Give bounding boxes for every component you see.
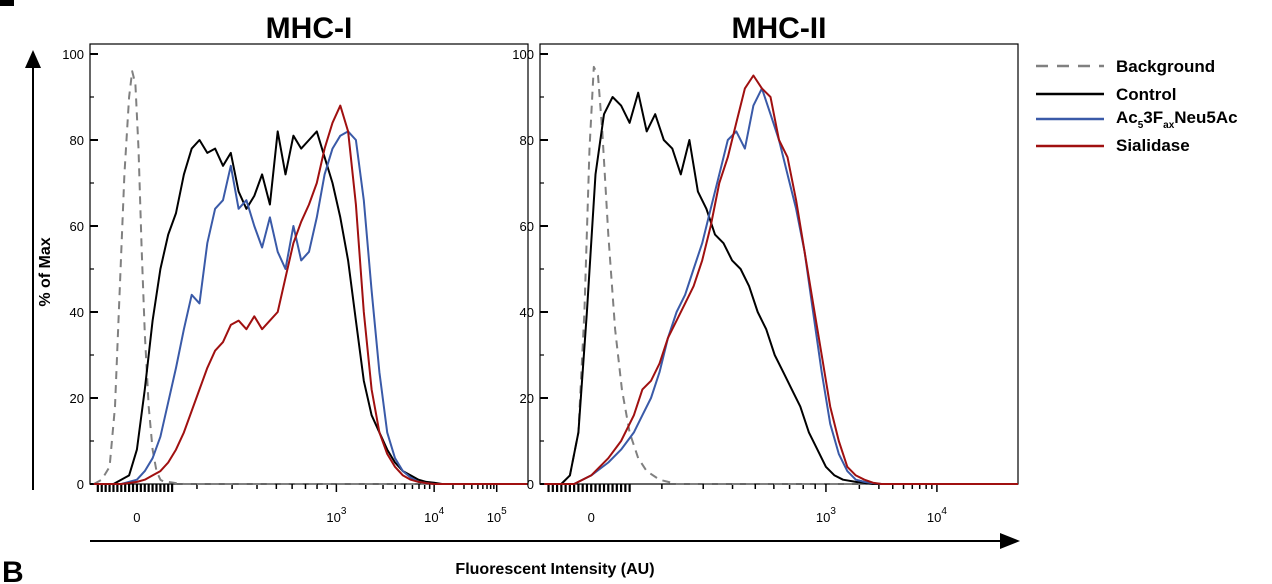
- x-axis-arrow: [90, 533, 1020, 549]
- chart-title: MHC-I: [266, 12, 353, 45]
- y-tick-label: 0: [527, 477, 534, 492]
- x-tick-label: 104: [424, 506, 444, 525]
- y-tick-label: 40: [520, 305, 534, 320]
- y-tick-label: 100: [62, 47, 84, 62]
- series-line-control: [93, 130, 528, 485]
- series-line-sialidase: [544, 74, 1018, 485]
- y-tick-label: 60: [520, 219, 534, 234]
- y-tick-label: 100: [512, 47, 534, 62]
- legend-label-background: Background: [1116, 57, 1215, 76]
- y-tick-label: 60: [70, 219, 84, 234]
- y-axis-label: % of Max: [37, 237, 54, 306]
- legend-ac5-sub1: 5: [1138, 120, 1144, 131]
- series-line-background: [93, 70, 528, 485]
- x-tick-label: 0: [588, 510, 595, 525]
- plot-frame: [539, 43, 1019, 485]
- y-tick-label: 80: [520, 133, 534, 148]
- x-axis-label: Fluorescent Intensity (AU): [455, 561, 654, 578]
- chart-title: MHC-II: [732, 12, 827, 45]
- y-tick-label: 20: [70, 391, 84, 406]
- legend-label-ac5: Ac53FaxNeu5Ac: [1116, 108, 1238, 131]
- series-line-ac5: [93, 130, 528, 485]
- y-axis-arrow: [25, 50, 41, 490]
- y-tick-label: 80: [70, 133, 84, 148]
- x-tick-label: 0: [133, 510, 140, 525]
- series-line-ac5: [544, 87, 1018, 485]
- x-tick-label: 104: [927, 506, 947, 525]
- panel-letter-fragment-top: [0, 0, 14, 6]
- legend-ac5-sub2: ax: [1163, 120, 1175, 131]
- legend-ac5-part1: Ac: [1116, 108, 1138, 127]
- legend-ac5-part2: 3F: [1143, 108, 1163, 127]
- y-tick-label: 20: [520, 391, 534, 406]
- chart-panel-mhc-ii: MHC-II 0 20 40 60 80 100 0 103 104: [512, 12, 1019, 525]
- panel-letter: B: [2, 556, 24, 584]
- series-line-control: [544, 91, 1018, 485]
- y-tick-label: 40: [70, 305, 84, 320]
- x-tick-label: 103: [816, 506, 836, 525]
- chart-panel-mhc-i: MHC-I 0 20 40 60 80 100 0 103 104 105: [62, 12, 529, 525]
- series-line-sialidase: [93, 104, 528, 485]
- legend-label-control: Control: [1116, 85, 1176, 104]
- x-tick-label: 103: [326, 506, 346, 525]
- x-tick-label: 105: [487, 506, 507, 525]
- y-tick-label: 0: [77, 477, 84, 492]
- plot-frame: [89, 43, 529, 485]
- legend-ac5-part3: Neu5Ac: [1174, 108, 1237, 127]
- legend-label-sialidase: Sialidase: [1116, 136, 1190, 155]
- legend: Background Control Ac53FaxNeu5Ac Sialida…: [1036, 57, 1238, 155]
- series-line-background: [544, 65, 1018, 485]
